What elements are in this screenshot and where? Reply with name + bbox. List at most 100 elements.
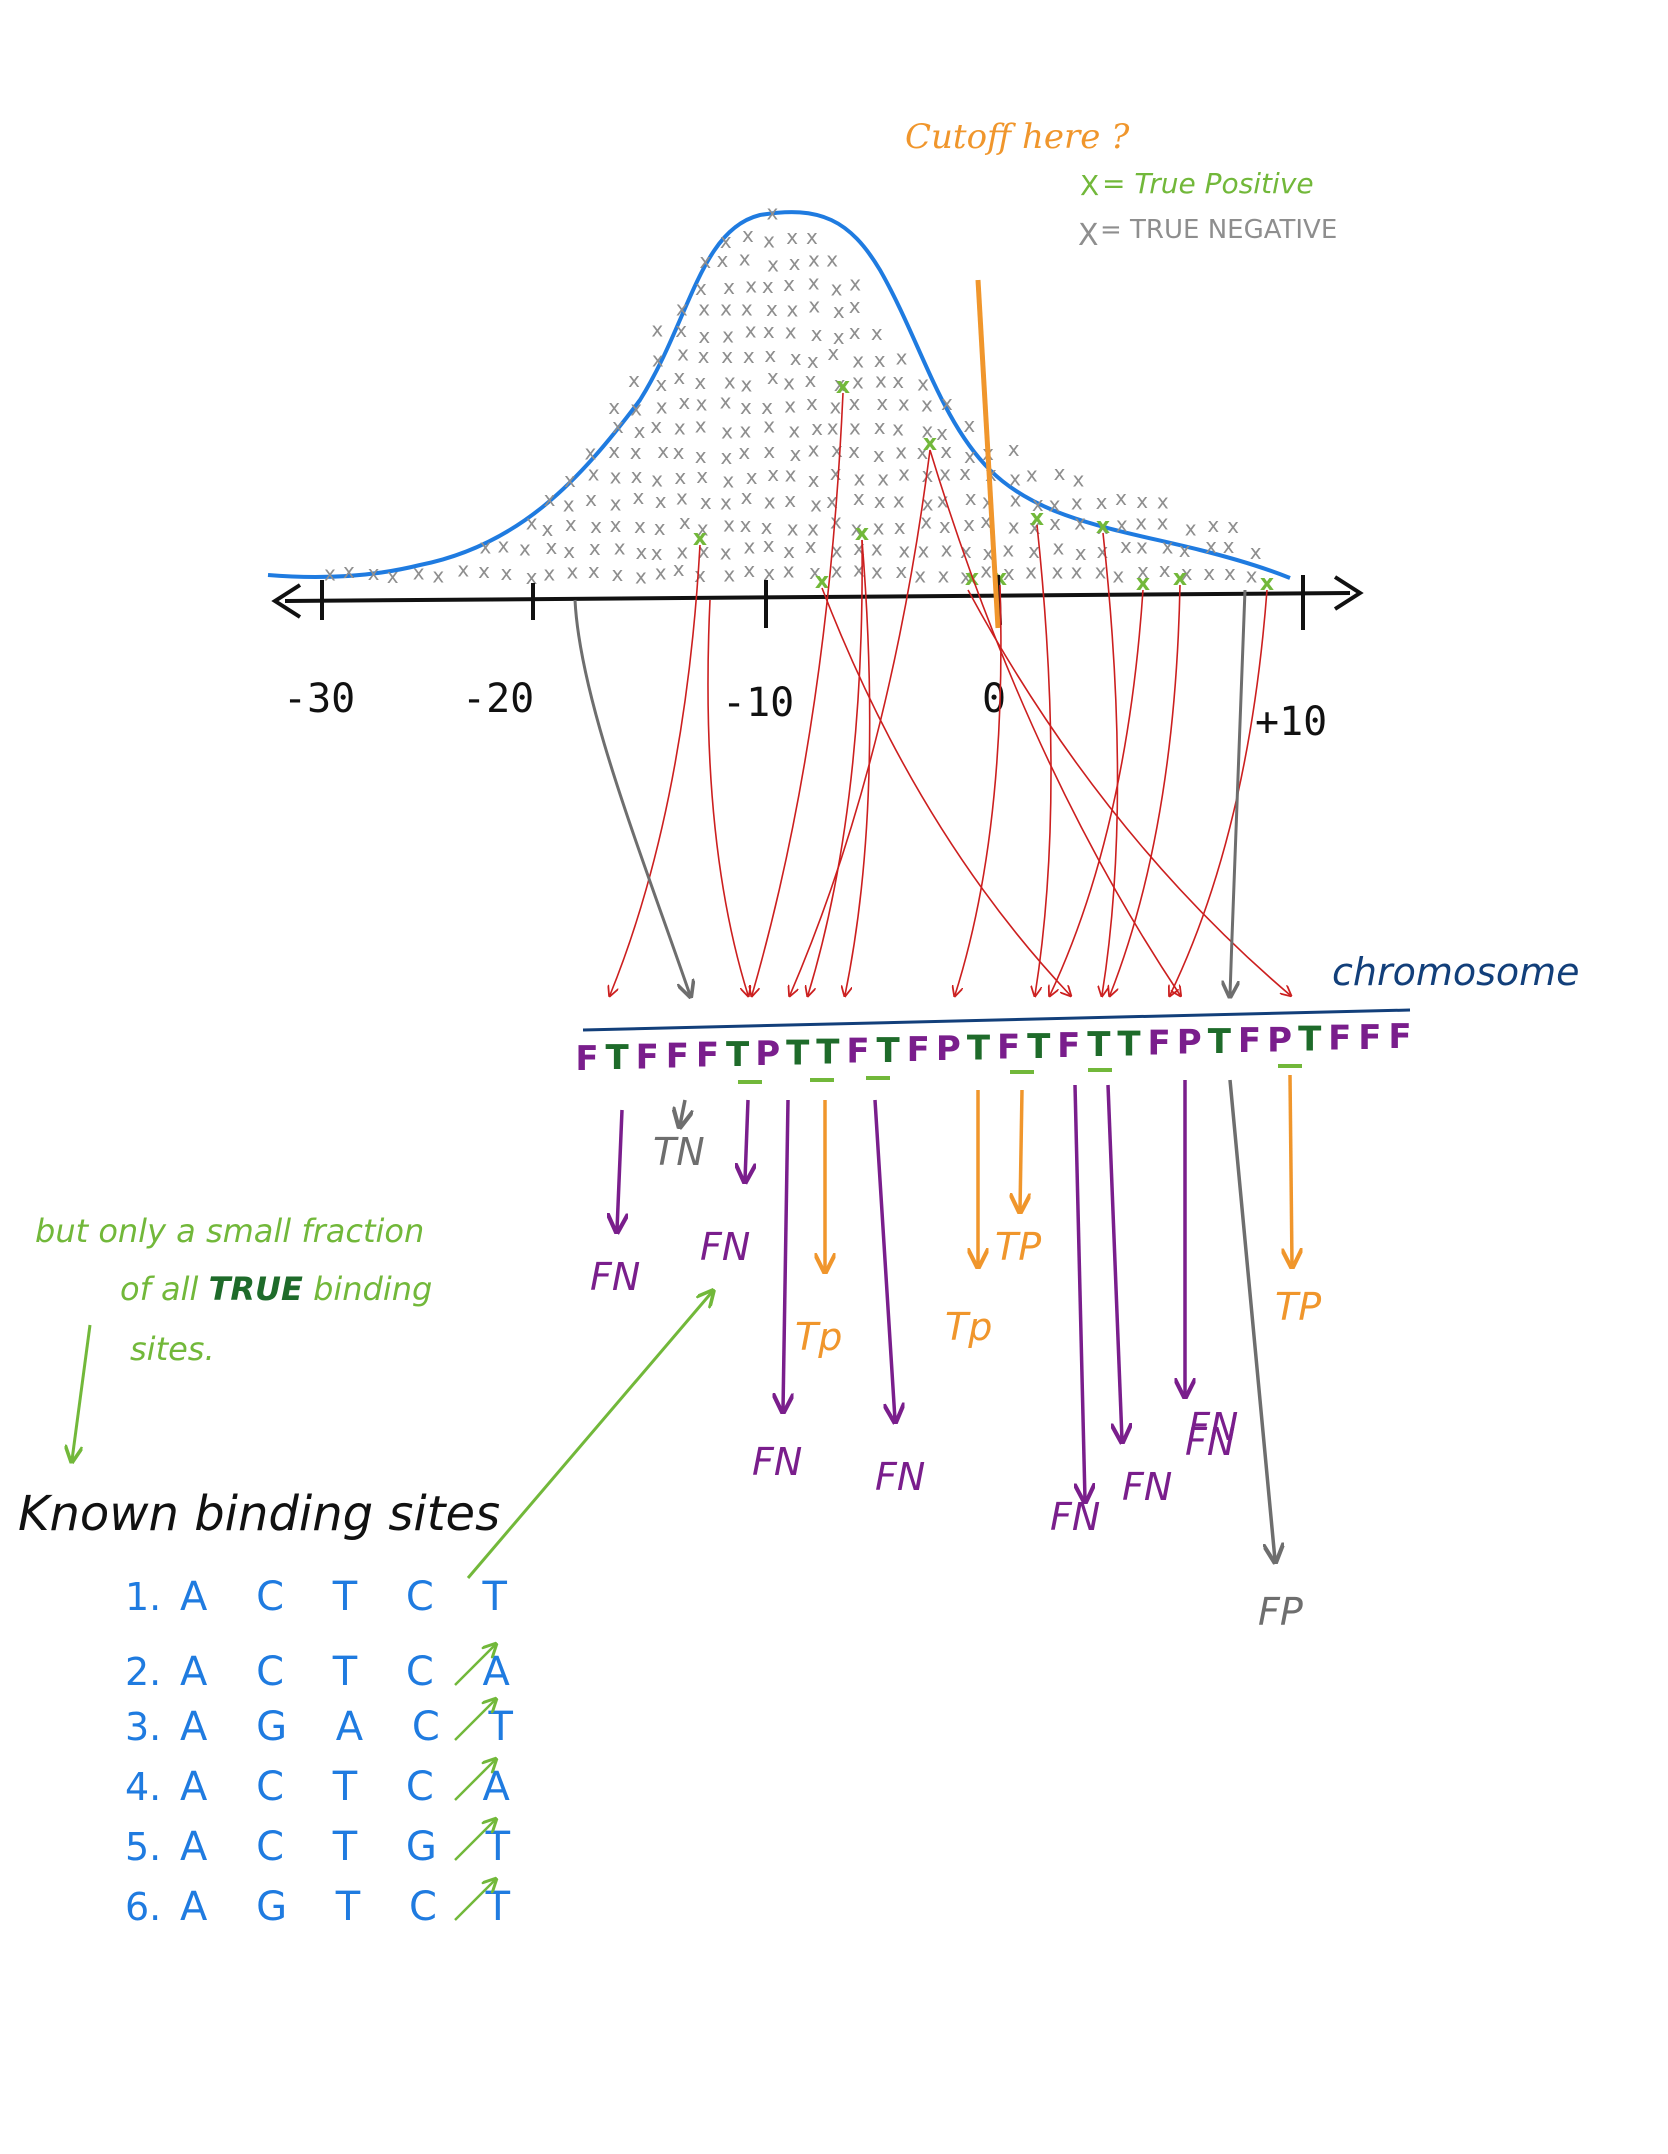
- true-negative-mark: x: [873, 443, 885, 467]
- mapping-arrow: [1170, 589, 1268, 995]
- true-negative-mark: x: [806, 391, 818, 415]
- true-negative-mark: x: [479, 534, 491, 558]
- true-negative-mark: x: [720, 229, 732, 253]
- true-negative-mark: x: [785, 320, 797, 344]
- true-negative-mark: x: [724, 369, 736, 393]
- true-negative-mark: x: [720, 390, 732, 414]
- true-negative-mark: x: [635, 565, 647, 589]
- true-negative-mark: x: [651, 467, 663, 491]
- true-negative-mark: x: [789, 251, 801, 275]
- known-site-sequence: A C T C A: [180, 1649, 528, 1695]
- outcome-label-fp: FP: [1258, 1590, 1303, 1634]
- sequence-letter: F: [666, 1037, 689, 1077]
- true-negative-mark: x: [655, 489, 667, 513]
- mapping-arrow: [821, 587, 1070, 995]
- mapping-arrow: [1102, 532, 1119, 995]
- true-negative-mark: x: [699, 249, 711, 273]
- mapping-arrow: [1035, 524, 1052, 995]
- true-negative-mark: x: [633, 485, 645, 509]
- true-negative-mark: x: [761, 515, 773, 539]
- true-negative-mark: x: [898, 392, 910, 416]
- true-negative-mark: x: [697, 516, 709, 540]
- true-negative-mark: x: [720, 491, 732, 515]
- true-negative-mark: x: [849, 272, 861, 296]
- true-negative-mark: x: [1135, 510, 1147, 534]
- known-site-number: 4.: [125, 1765, 161, 1809]
- mapping-arrow: [955, 584, 1002, 995]
- true-negative-mark: x: [1136, 534, 1148, 558]
- true-negative-mark: x: [786, 225, 798, 249]
- true-negative-mark: x: [635, 540, 647, 564]
- mapping-arrow: [707, 599, 748, 995]
- outcome-arrow: [1228, 1079, 1275, 1560]
- true-negative-mark: x: [916, 440, 928, 464]
- true-negative-mark: x: [1136, 489, 1148, 513]
- true-negative-mark: x: [826, 247, 838, 271]
- true-negative-mark: x: [694, 370, 706, 394]
- true-negative-mark: x: [696, 391, 708, 415]
- sequence-letter: T: [967, 1028, 991, 1068]
- outcome-label-fn: FN: [752, 1440, 802, 1484]
- known-to-fn-arrow: [466, 1292, 712, 1579]
- true-negative-mark: x: [678, 390, 690, 414]
- true-negative-mark: x: [564, 468, 576, 492]
- known-site-arrow: [454, 1820, 495, 1861]
- true-negative-mark: x: [1205, 534, 1217, 558]
- true-negative-mark: x: [789, 442, 801, 466]
- true-negative-mark: x: [922, 491, 934, 515]
- legend-tp-symbol: X: [1080, 169, 1099, 202]
- true-negative-mark: x: [1008, 437, 1020, 461]
- true-negative-mark: x: [830, 461, 842, 485]
- true-negative-mark: x: [1097, 539, 1109, 563]
- mapping-arrow: [1110, 584, 1181, 995]
- true-negative-mark: x: [721, 344, 733, 368]
- true-negative-mark: x: [831, 538, 843, 562]
- true-negative-mark: x: [766, 297, 778, 321]
- true-negative-mark: x: [895, 559, 907, 583]
- outcome-arrow: [1106, 1084, 1122, 1440]
- true-negative-mark: x: [1181, 561, 1193, 585]
- true-negative-mark: x: [630, 397, 642, 421]
- sequence-letter: T: [1117, 1024, 1141, 1064]
- outcome-label-fn: FN: [700, 1225, 750, 1269]
- true-positive-mark: x: [923, 431, 937, 456]
- true-negative-mark: x: [959, 461, 971, 485]
- true-negative-mark: x: [543, 561, 555, 585]
- outcome-label-tp: TP: [995, 1225, 1041, 1269]
- score-marks: x x x x x x x xxxxxxxxxxxxxxxxxxxxxxxxxxxxxxxxx…: [324, 200, 1274, 596]
- true-negative-mark: x: [694, 563, 706, 587]
- true-negative-mark: x: [1071, 491, 1083, 515]
- legend-tp-text: = True Positive: [1102, 167, 1314, 200]
- sequence-letter: F: [1388, 1017, 1411, 1057]
- true-negative-mark: x: [497, 533, 509, 557]
- true-negative-mark: x: [808, 293, 820, 317]
- true-negative-mark: x: [1120, 534, 1132, 558]
- true-negative-mark: x: [1071, 560, 1083, 584]
- true-negative-mark: x: [565, 512, 577, 536]
- true-negative-mark: x: [675, 318, 687, 342]
- true-negative-mark: x: [655, 561, 667, 585]
- cutoff-line: [975, 279, 1001, 629]
- true-negative-mark: x: [963, 413, 975, 437]
- true-negative-mark: x: [588, 462, 600, 486]
- true-negative-mark: x: [896, 345, 908, 369]
- known-site-number: 3.: [125, 1705, 161, 1749]
- true-negative-mark: x: [608, 395, 620, 419]
- fraction-note-line-1: but only a small fraction: [35, 1212, 424, 1250]
- true-negative-mark: x: [746, 465, 758, 489]
- true-negative-mark: x: [1227, 514, 1239, 538]
- true-negative-mark: x: [739, 246, 751, 270]
- true-negative-mark: x: [740, 513, 752, 537]
- true-negative-mark: x: [827, 341, 839, 365]
- true-negative-mark: x: [874, 415, 886, 439]
- true-negative-mark: x: [720, 541, 732, 565]
- true-negative-mark: x: [1246, 563, 1258, 587]
- mapping-arrow: [967, 589, 1290, 995]
- mapping-arrow: [790, 449, 931, 995]
- outcome-label-tp: Tp: [945, 1305, 992, 1349]
- outcome-arrow: [617, 1109, 622, 1230]
- true-negative-mark: x: [743, 534, 755, 558]
- outcome-label-fn: FN: [1122, 1465, 1172, 1509]
- true-negative-mark: x: [1010, 487, 1022, 511]
